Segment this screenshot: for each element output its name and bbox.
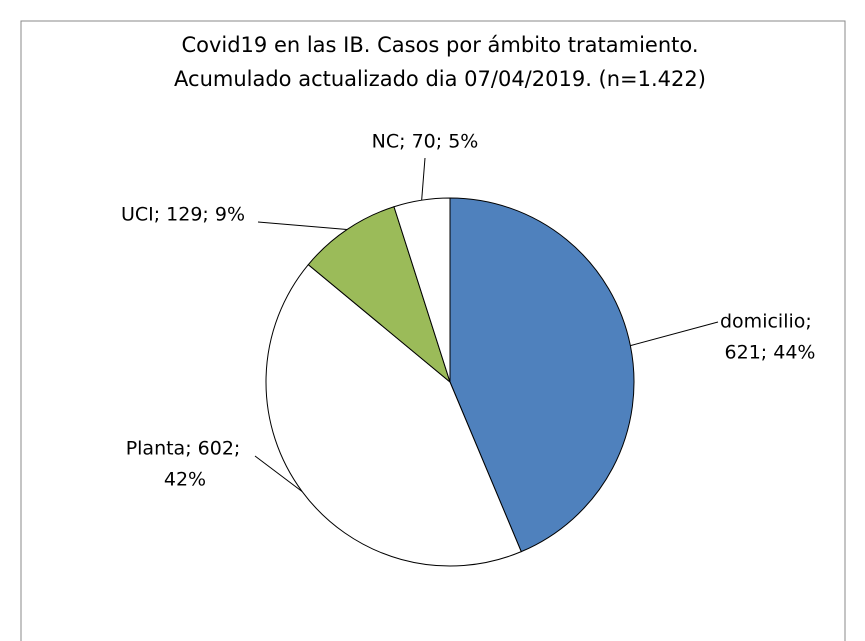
chart-title: Covid19 en las IB. Casos por ámbito trat… (181, 33, 698, 57)
data-label: UCI; 129; 9% (121, 204, 245, 226)
leader-line (630, 321, 719, 347)
data-label: 621; 44% (725, 342, 816, 364)
leader-line (257, 221, 348, 231)
data-label: NC; 70; 5% (372, 131, 479, 153)
data-label: domicilio; (720, 311, 812, 333)
chart-title: Acumulado actualizado dia 07/04/2019. (n… (174, 67, 706, 91)
leader-line (421, 157, 426, 201)
pie-slice (449, 197, 635, 553)
data-label: 42% (164, 469, 206, 491)
leader-line (254, 455, 303, 493)
data-label: Planta; 602; (126, 438, 241, 460)
pie-slice (265, 263, 522, 567)
chart-border (20, 20, 846, 641)
